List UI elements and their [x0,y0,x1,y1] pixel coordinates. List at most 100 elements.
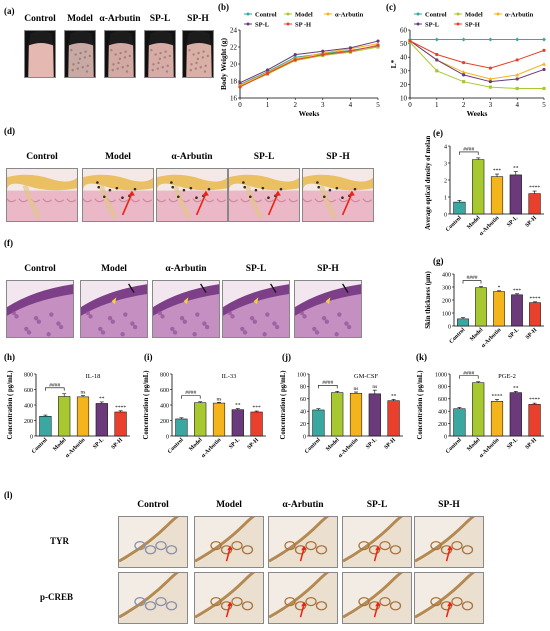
collagen-fiber [204,198,215,203]
red-arrowhead [447,601,453,607]
chart-j-sig-label-2: ns [354,386,359,392]
chart-b-point-4-2 [293,58,297,62]
pigment-spot [168,54,172,58]
chart-i-ylabel: Concentration ( pg/mL) [143,370,150,439]
chart-i-bar-2 [212,402,226,437]
red-arrowhead [348,190,355,196]
chart-c-series-line-1 [409,41,544,89]
chart-j-category-label-2: α-Arbutin [337,437,360,460]
chart-c-ytick-label-0: 10 [400,95,408,103]
pigment-spot [206,54,210,58]
follicle [155,540,167,551]
chart-g-ytick-label-2: 200 [442,298,451,304]
chart-c-xtick-label-5: 5 [542,101,546,109]
red-arrowhead [447,545,453,551]
melanin-granule [242,181,245,184]
chart-g-bar-4 [529,302,541,327]
mouse-fur [28,31,54,46]
chart-j-bracket-label: #### [322,380,333,386]
panel-d-header-3: SP-L [253,152,275,162]
chart-e-bracket [459,151,479,155]
chart-c-point-2-5 [542,62,546,66]
follicle [231,596,243,607]
panel-d-label: (d) [4,126,15,136]
epidermis-line [269,573,330,619]
chart-c-point-3-4 [515,77,519,81]
hair-follicle [22,184,42,219]
chart-b-xtick-label-5: 5 [376,101,380,109]
melanin-granule [103,195,106,199]
nucleus-cluster [49,312,54,317]
collagen-fiber [192,198,203,203]
chart-j-bar-3 [368,393,381,437]
epidermis-band [303,174,373,191]
chart-c-legend-label-0: Control [425,12,447,19]
collagen-fiber [168,198,179,203]
panel-l-image-0-3 [342,516,412,568]
chart-c-point-0-3 [488,37,493,42]
red-arrow [373,604,379,618]
follicle [165,545,178,555]
il33-chart: 0 200 400 600 800 Control Model ns α-Arbutin ** SP… [143,370,266,459]
chart-c-point-1-4 [515,86,519,91]
follicle [134,540,146,551]
chart-b-point-3-5 [376,39,380,43]
chart-c-ytick-label-4: 50 [400,40,408,48]
panel-l-header-3: SP-L [366,500,388,510]
pigment-spot [201,56,205,59]
chart-j-category-label-0: Control [304,437,322,455]
chart-i-sig-label-3: ** [235,402,241,408]
follicle [389,545,402,555]
collagen-fiber [7,198,17,203]
nucleus-cluster [227,310,232,316]
follicle [315,601,328,611]
mouse-skin [28,43,54,77]
panel-f-image-0 [6,280,74,338]
body-weight-chart: 16 18 20 22 24 0 1 2 3 4 5 Weeks Body Weight (g) Cont… [219,12,380,119]
tissue-region [415,573,483,623]
panel-f-image-svg-2 [153,281,219,337]
chart-b-ytick-label-3: 22 [230,44,238,52]
melanin-granule [171,185,174,189]
chart-g-bar-3 [511,294,523,327]
nucleus-cluster [24,326,29,332]
nucleus-cluster [36,319,42,324]
chart-h-bar-1 [58,396,71,437]
tissue-region [269,517,337,567]
melanin-granule [177,195,180,199]
chart-j-category-label-1: Model [325,437,341,453]
chart-h-bar-0 [39,415,52,437]
nucleus-cluster [312,326,317,332]
mouse-skin [68,43,94,77]
panel-l-image-svg-1-4 [415,573,483,623]
nucleus-cluster [26,330,32,335]
panel-d-image-svg-3 [229,169,299,221]
melanin-granule [195,196,198,200]
panel-f-image-3 [222,280,290,338]
chart-b-series-line-0 [239,45,379,85]
panel-d-header-0: Control [26,152,58,162]
hair-follicle [318,184,338,219]
panel-f-header-2: α-Arbutin [165,264,207,274]
pigment-spot [72,63,75,66]
chart-h-bracket-label: #### [49,382,60,388]
chart-b-xtick-label-4: 4 [349,101,353,109]
chart-e-ytick-label-4: 4 [444,144,447,150]
melanin-density-chart: 0 1 2 3 4 Control Model *** α-Arbutin ** SP-L **** S… [425,136,544,237]
red-arrow [445,548,451,562]
nucleus-cluster [274,324,280,330]
chart-k-sig-label-2: **** [492,393,503,399]
epidermis-band [157,174,227,191]
epidermis-line [195,517,256,563]
nucleus-cluster [242,330,248,335]
panel-d-image-3 [228,168,300,222]
follicle [379,596,391,607]
nucleus-cluster [272,321,277,326]
skin-thickness-chart: 0 100 200 300 400 Control Model * α-Arbutin *** SP… [425,271,544,349]
chart-e-ylabel: Average optical density of melanin [425,136,432,230]
panel-d-image-svg-4 [303,169,373,221]
chart-b-point-4-0 [238,85,242,89]
collagen-fiber [276,198,287,203]
chart-h-category-label-3: SP-L [92,437,105,450]
lightness-chart: 10 20 30 40 50 60 0 1 2 3 4 5 Weeks L* Control Model α-A… [389,12,546,119]
